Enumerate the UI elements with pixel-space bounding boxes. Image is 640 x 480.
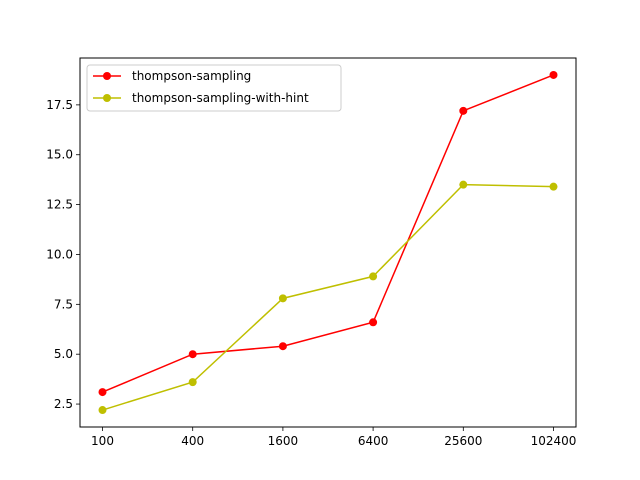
legend-marker-0	[103, 72, 111, 80]
data-point	[98, 388, 107, 397]
axes-frame	[79, 57, 577, 428]
data-point	[549, 182, 558, 191]
y-tick-label: 2.5	[54, 397, 73, 411]
legend: thompson-sampling thompson-sampling-with-…	[86, 64, 342, 112]
x-tick-label: 1600	[268, 434, 299, 448]
data-point	[459, 180, 468, 189]
x-axis: 100 400 1600 6400 25600 102400	[91, 427, 576, 448]
x-tick-label: 25600	[444, 434, 482, 448]
y-tick-label: 15.0	[46, 148, 73, 162]
plot-area	[98, 70, 558, 415]
y-tick-label: 17.5	[46, 98, 73, 112]
x-tick-label: 100	[91, 434, 114, 448]
series-line-0	[102, 74, 554, 393]
data-point	[98, 406, 107, 415]
data-point	[369, 318, 378, 327]
legend-label-1: thompson-sampling-with-hint	[132, 91, 309, 105]
y-tick-label: 10.0	[46, 247, 73, 261]
legend-box	[86, 64, 342, 112]
y-tick-label: 5.0	[54, 347, 73, 361]
y-tick-label: 12.5	[46, 198, 73, 212]
legend-label-0: thompson-sampling	[132, 69, 251, 83]
y-axis: 2.5 5.0 7.5 10.0 12.5 15.0 17.5	[46, 98, 80, 411]
data-point	[278, 294, 287, 303]
data-point	[188, 350, 197, 359]
legend-marker-1	[103, 94, 111, 102]
data-point	[459, 106, 468, 115]
data-point	[549, 70, 558, 79]
data-point	[369, 272, 378, 281]
y-tick-label: 7.5	[54, 297, 73, 311]
data-point	[188, 378, 197, 387]
series-line-1	[102, 183, 554, 411]
x-tick-label: 102400	[531, 434, 577, 448]
x-tick-label: 6400	[358, 434, 389, 448]
x-tick-label: 400	[181, 434, 204, 448]
data-point	[278, 342, 287, 351]
